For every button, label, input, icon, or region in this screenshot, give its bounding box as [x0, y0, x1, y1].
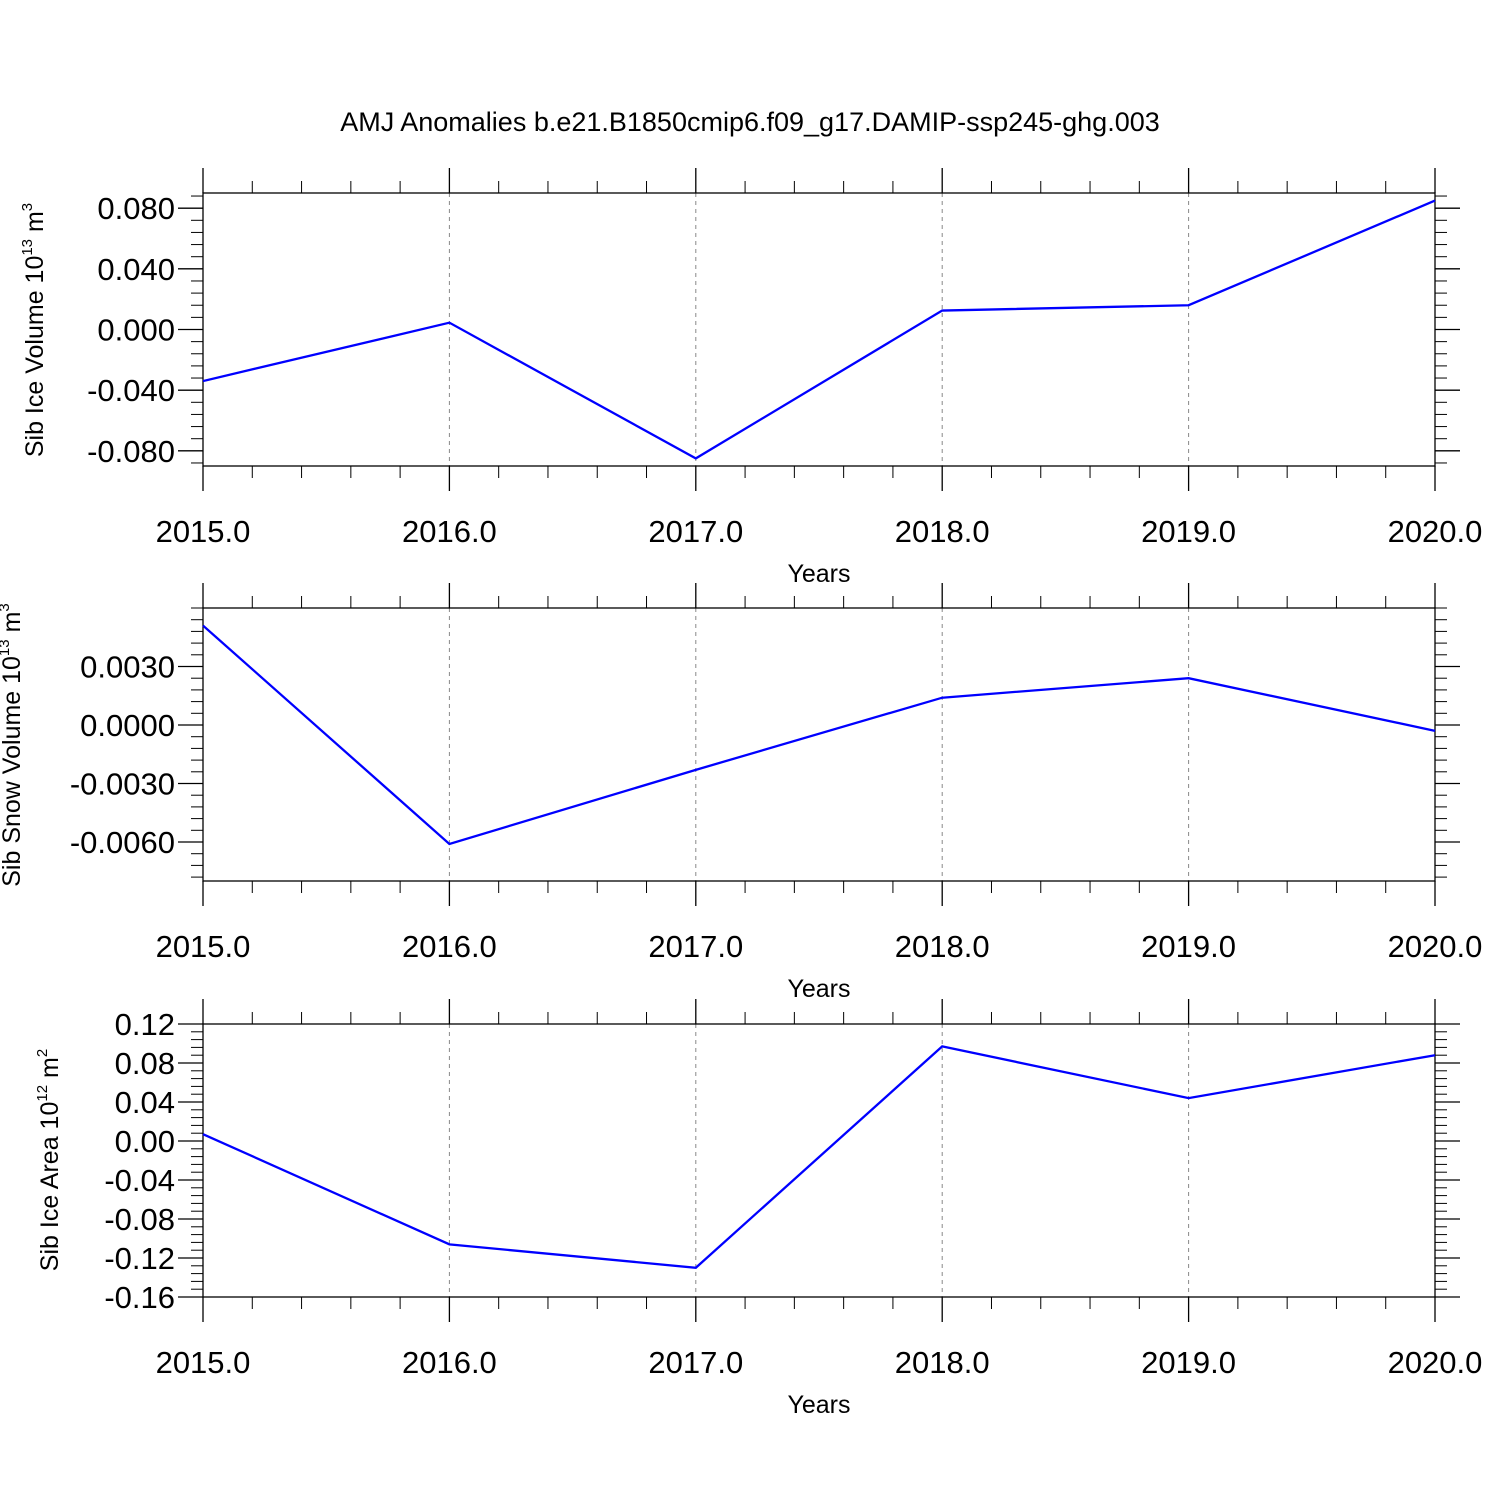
y-axis-label-superscript: 3: [0, 603, 13, 611]
y-axis-label-superscript: 3: [19, 203, 36, 211]
x-tick-label: 2018.0: [895, 1345, 990, 1380]
y-tick-label: 0.0030: [80, 650, 175, 685]
x-tick-label: 2016.0: [402, 929, 497, 964]
figure-title: AMJ Anomalies b.e21.B1850cmip6.f09_g17.D…: [340, 107, 1160, 137]
x-tick-label: 2015.0: [156, 1345, 251, 1380]
series-line: [202, 199, 1436, 460]
x-tick-label: 2016.0: [402, 514, 497, 549]
x-tick-label: 2018.0: [895, 514, 990, 549]
y-tick-label: -0.040: [87, 373, 175, 408]
y-tick-label: 0.08: [115, 1046, 175, 1081]
y-tick-label: -0.0060: [70, 825, 175, 860]
x-tick-label: 2019.0: [1141, 1345, 1236, 1380]
y-tick-label: 0.080: [97, 191, 175, 226]
x-tick-label: 2017.0: [648, 1345, 743, 1380]
x-tick-label: 2018.0: [895, 929, 990, 964]
y-axis-label-superscript: 12: [34, 1085, 51, 1102]
y-axis-label-superscript: 13: [19, 239, 36, 256]
plot-frame: [202, 192, 1436, 467]
y-tick-label: -0.12: [104, 1241, 175, 1276]
y-tick-label: -0.0030: [70, 767, 175, 802]
y-tick-label: 0.12: [115, 1007, 175, 1042]
y-tick-label: -0.16: [104, 1280, 175, 1315]
x-tick-label: 2015.0: [156, 929, 251, 964]
x-tick-label: 2020.0: [1388, 1345, 1483, 1380]
x-axis-label: Years: [787, 560, 850, 588]
y-tick-label: 0.00: [115, 1124, 175, 1159]
y-axis-label-text: m: [0, 612, 26, 640]
y-tick-label: 0.04: [115, 1085, 175, 1120]
y-tick-label: 0.0000: [80, 708, 175, 743]
x-tick-label: 2019.0: [1141, 929, 1236, 964]
x-tick-label: 2017.0: [648, 514, 743, 549]
y-axis-label-text: m: [36, 1057, 64, 1085]
y-axis-label-text: Sib Ice Area 10: [36, 1102, 64, 1272]
x-tick-label: 2015.0: [156, 514, 251, 549]
x-tick-label: 2019.0: [1141, 514, 1236, 549]
panel-sib-snow-volume: 2015.0 2016.0 2017.0 2018.0 2019.0 2020.0 -0.0…: [0, 583, 1482, 1003]
y-tick-label: 0.040: [97, 252, 175, 287]
y-axis-label: Sib Snow Volume 1013 m3: [0, 603, 26, 887]
plot-frame: [202, 607, 1436, 882]
y-tick-label: -0.04: [104, 1163, 175, 1198]
x-tick-label: 2016.0: [402, 1345, 497, 1380]
y-axis-label-text: Sib Snow Volume 10: [0, 656, 26, 887]
y-axis-label-superscript: 2: [34, 1049, 51, 1057]
x-axis-label: Years: [787, 975, 850, 1003]
x-axis-label: Years: [787, 1391, 850, 1419]
series-line: [202, 624, 1436, 846]
x-tick-label: 2020.0: [1388, 514, 1483, 549]
panel-sib-ice-area: 2015.0 2016.0 2017.0 2018.0 2019.0 2020.0 -0.1…: [34, 999, 1482, 1419]
y-tick-label: -0.08: [104, 1202, 175, 1237]
plot-frame: [202, 1023, 1436, 1298]
y-tick-label: -0.080: [87, 434, 175, 469]
y-axis-label-text: m: [21, 211, 49, 239]
y-axis-label-text: Sib Ice Volume 10: [21, 256, 49, 458]
y-axis-label: Sib Ice Area 1012 m2: [34, 1049, 64, 1271]
x-tick-label: 2017.0: [648, 929, 743, 964]
x-tick-label: 2020.0: [1388, 929, 1483, 964]
panel-sib-ice-volume: 2015.0 2016.0 2017.0 2018.0 2019.0 2020.0 -0.0…: [19, 168, 1482, 588]
y-tick-label: 0.000: [97, 313, 175, 348]
y-axis-label-superscript: 13: [0, 639, 13, 656]
series-line: [202, 1045, 1436, 1269]
y-axis-label: Sib Ice Volume 1013 m3: [19, 203, 49, 457]
